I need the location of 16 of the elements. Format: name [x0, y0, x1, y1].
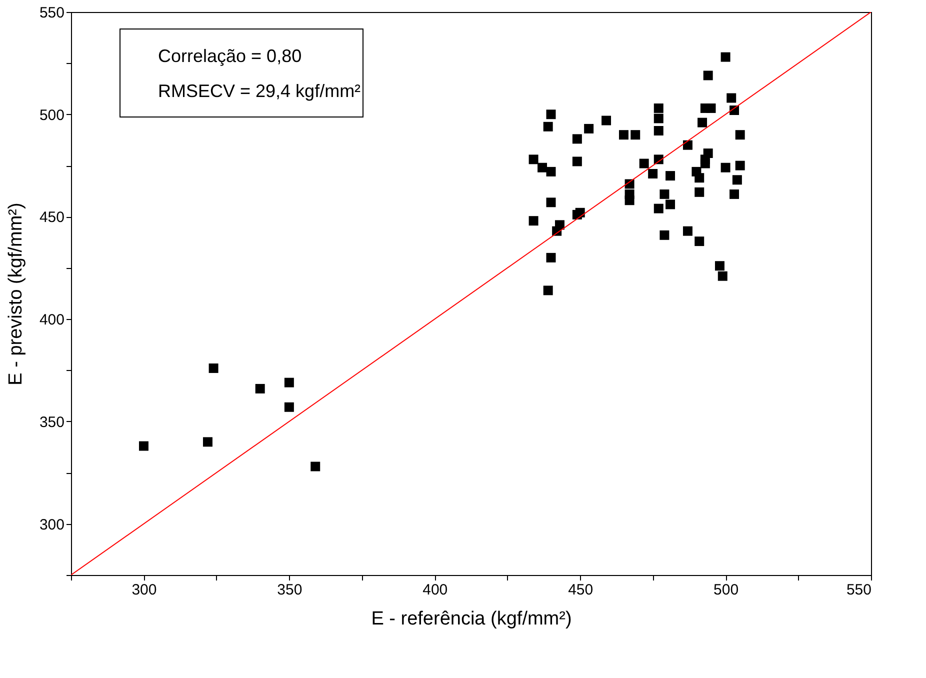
- x-tick-label: 300: [132, 582, 157, 598]
- x-tick-label: 400: [422, 582, 448, 598]
- y-tick-label: 400: [39, 312, 64, 329]
- x-tick-label: 500: [714, 582, 739, 598]
- x-tick-label: 550: [846, 582, 872, 598]
- y-tick-label: 300: [39, 516, 64, 534]
- y-tick-label: 550: [39, 4, 64, 22]
- annotation: RMSECV = 29,4 kgf/mm²: [158, 81, 361, 101]
- y-tick-label: 350: [39, 414, 64, 431]
- x-tick-label: 450: [568, 582, 594, 598]
- y-tick-label: 500: [39, 106, 64, 124]
- x-tick-label: 350: [277, 582, 302, 598]
- y-tick-label: 450: [39, 209, 64, 226]
- annotation: Correlação = 0,80: [158, 46, 302, 66]
- x-axis-title: E - referência (kgf/mm²): [371, 608, 572, 630]
- y-axis-title: E - previsto (kgf/mm²): [5, 202, 26, 386]
